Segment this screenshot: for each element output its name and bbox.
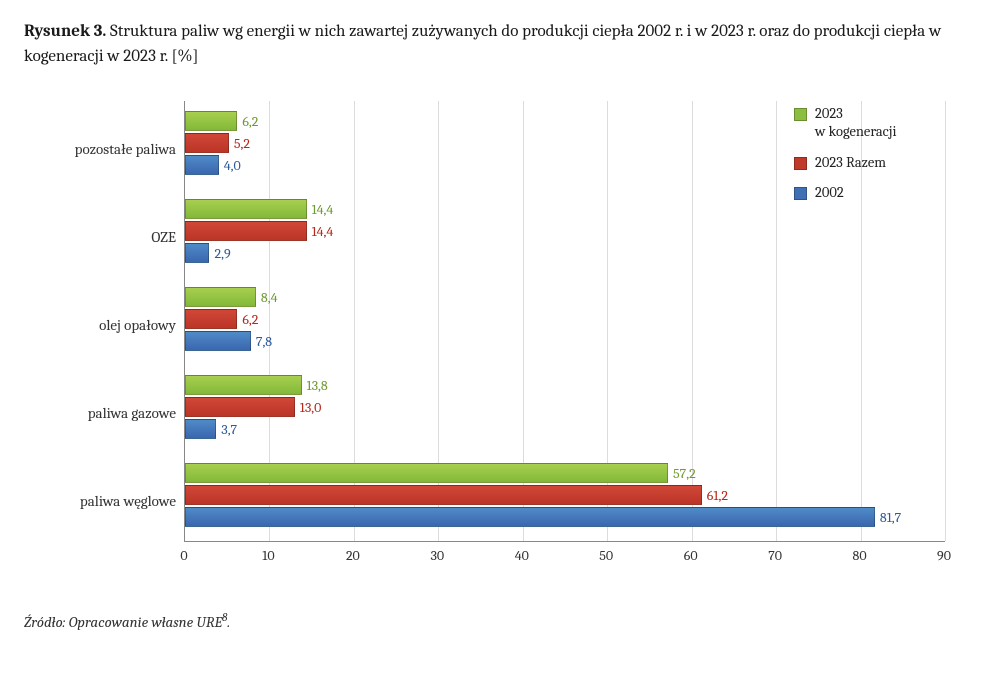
bar-value-label: 3,7 [215,421,237,438]
bar: 4,0 [185,155,219,175]
legend-label: 2023 w kogeneracji [815,105,896,141]
gridline [776,101,777,541]
figure-title-prefix: Rysunek 3. [24,22,106,41]
legend-item: 2002 [794,184,944,202]
bar: 8,4 [185,287,256,307]
source-suffix: . [227,613,230,631]
bar: 2,9 [185,243,209,263]
legend-label: 2002 [815,184,844,202]
bar-value-label: 4,0 [218,157,241,174]
category-label: olej opałowy [36,317,176,334]
bar-value-label: 14,4 [306,201,334,218]
bar-value-label: 14,4 [306,223,334,240]
bar: 14,4 [185,199,307,219]
bar-value-label: 81,7 [874,509,901,526]
legend: 2023 w kogeneracji 2023 Razem 2002 [794,105,944,214]
source-line: Źródło: Opracowanie własne URE8. [24,611,980,631]
category-label: OZE [36,229,176,246]
legend-label: 2023 Razem [815,154,886,172]
category-label: paliwa węglowe [36,493,176,510]
gridline [945,101,946,541]
figure-title-text: Struktura paliw wg energii w nich zawart… [24,22,941,66]
bar-value-label: 13,0 [294,399,322,416]
x-tick-label: 10 [262,547,274,564]
x-tick-label: 80 [853,547,867,564]
bar: 81,7 [185,507,875,527]
legend-swatch [794,108,807,121]
bar-value-label: 6,2 [236,311,258,328]
bar-value-label: 61,2 [701,487,728,504]
x-tick-label: 70 [768,547,782,564]
x-tick-label: 90 [937,547,951,564]
legend-item: 2023 Razem [794,154,944,172]
bar: 7,8 [185,331,251,351]
bar-value-label: 13,8 [301,377,328,394]
chart: 6,25,24,014,414,42,98,46,27,813,813,03,7… [34,93,974,593]
x-tick-label: 20 [346,547,360,564]
figure-title: Rysunek 3. Struktura paliw wg energii w … [24,20,980,69]
bar: 6,2 [185,111,237,131]
bar: 13,0 [185,397,295,417]
x-tick-label: 30 [430,547,444,564]
x-tick-label: 0 [180,547,187,564]
category-label: pozostałe paliwa [36,141,176,158]
bar: 3,7 [185,419,216,439]
bar: 57,2 [185,463,668,483]
source-text: Źródło: Opracowanie własne URE [24,613,222,631]
bar: 14,4 [185,221,307,241]
legend-swatch [794,187,807,200]
bar-value-label: 5,2 [228,135,250,152]
bar: 13,8 [185,375,302,395]
bar-value-label: 7,8 [250,333,272,350]
bar: 5,2 [185,133,229,153]
bar-value-label: 8,4 [255,289,278,306]
x-tick-label: 40 [515,547,529,564]
category-label: paliwa gazowe [36,405,176,422]
bar: 6,2 [185,309,237,329]
bar-value-label: 6,2 [236,113,258,130]
legend-item: 2023 w kogeneracji [794,105,944,141]
legend-swatch [794,157,807,170]
x-tick-label: 50 [599,547,613,564]
bar: 61,2 [185,485,702,505]
bar-value-label: 2,9 [208,245,230,262]
bar-value-label: 57,2 [667,465,696,482]
x-tick-label: 60 [684,547,698,564]
